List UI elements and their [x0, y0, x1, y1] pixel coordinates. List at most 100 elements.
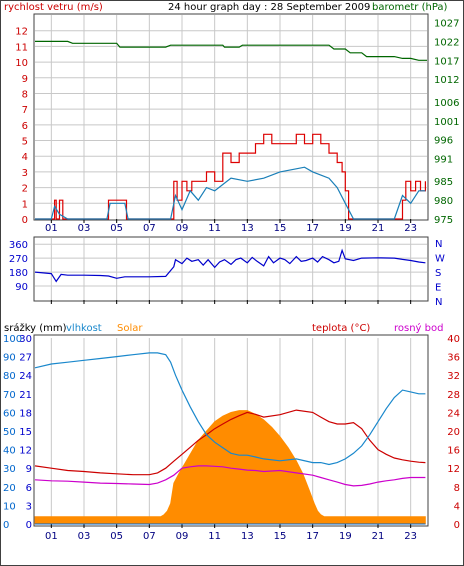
- thermo-panel-frame: [33, 334, 429, 527]
- thermo-x-tick-label: 01: [45, 531, 58, 542]
- thermo-x-tick-label: 03: [78, 531, 91, 542]
- wind-direction-line: [34, 248, 426, 283]
- wind-y-tick-label: 11: [15, 42, 28, 53]
- pressure-y-tick-label: 985: [434, 177, 453, 188]
- humidity-y-tick-label: 100: [3, 334, 22, 345]
- dir-y-tick-label: 180: [9, 268, 28, 279]
- solar-area: [34, 410, 426, 525]
- temperature-y-tick-label: 28: [447, 390, 460, 401]
- compass-label: N: [435, 297, 442, 308]
- rain-y-tick-label: 15: [19, 427, 32, 438]
- direction-panel-frame: [33, 236, 429, 302]
- legend-dew-point: rosný bod: [394, 322, 443, 334]
- humidity-y-tick-label: 40: [3, 446, 16, 457]
- compass-label: S: [435, 268, 441, 279]
- wind-speed-axis-title: rychlost vetru (m/s): [4, 2, 103, 13]
- chart-title: 24 hour graph day : 28 September 2009: [168, 2, 370, 13]
- thermo-x-tick-label: 19: [339, 531, 352, 542]
- thermo-x-tick-label: 15: [274, 531, 287, 542]
- dir-y-tick-label: 360: [9, 240, 28, 251]
- wind-x-tick-label: 11: [208, 223, 221, 234]
- thermo-hygro-panel: 0102030405060708090100036912151821242730…: [3, 334, 460, 542]
- dir-y-tick-label: 90: [15, 282, 28, 293]
- wind-x-tick-label: 23: [404, 223, 417, 234]
- thermo-x-tick-label: 09: [176, 531, 189, 542]
- rain-y-tick-label: 18: [19, 408, 32, 419]
- wind-y-tick-label: 1: [22, 199, 28, 210]
- wind-y-tick-label: 9: [22, 74, 28, 85]
- rain-y-tick-label: 6: [26, 483, 32, 494]
- temperature-y-tick-label: 4: [454, 501, 460, 512]
- wind-y-tick-label: 5: [22, 137, 28, 148]
- pressure-y-tick-label: 1012: [434, 75, 459, 86]
- humidity-y-tick-label: 90: [3, 353, 16, 364]
- wind-x-tick-label: 05: [110, 223, 123, 234]
- legend-humidity: vlhkost: [66, 323, 102, 334]
- humidity-y-tick-label: 20: [3, 483, 16, 494]
- rain-y-tick-label: 3: [26, 501, 32, 512]
- rain-y-tick-label: 27: [19, 353, 32, 364]
- compass-label: W: [435, 254, 445, 265]
- wind-x-tick-label: 19: [339, 223, 352, 234]
- pressure-y-tick-label: 991: [434, 155, 453, 166]
- wind-x-tick-label: 13: [241, 223, 254, 234]
- thermo-x-tick-label: 05: [110, 531, 123, 542]
- wind-x-tick-label: 15: [274, 223, 287, 234]
- temperature-y-tick-label: 20: [447, 427, 460, 438]
- wind-average-line: [35, 166, 426, 220]
- pressure-y-tick-label: 996: [434, 136, 453, 147]
- temperature-y-tick-label: 12: [447, 464, 460, 475]
- legend-solar: Solar: [117, 323, 143, 334]
- wind-speed-line: [35, 133, 426, 220]
- pressure-line: [35, 40, 427, 61]
- humidity-y-tick-label: 60: [3, 408, 16, 419]
- wind-x-tick-label: 01: [45, 223, 58, 234]
- rain-y-tick-label: 24: [19, 371, 32, 382]
- wind-y-tick-label: 2: [22, 184, 28, 195]
- thermo-x-tick-label: 11: [208, 531, 221, 542]
- wind-x-tick-label: 21: [372, 223, 385, 234]
- pressure-y-tick-label: 1001: [434, 117, 459, 128]
- temperature-y-tick-label: 16: [447, 446, 460, 457]
- compass-label: N: [435, 239, 442, 250]
- wind-y-tick-label: 12: [15, 27, 28, 38]
- dew-point-line: [34, 465, 426, 487]
- wind-x-tick-label: 09: [176, 223, 189, 234]
- thermo-x-tick-label: 23: [404, 531, 417, 542]
- legend-temperature: teplota (°C): [312, 323, 370, 334]
- pressure-y-tick-label: 1027: [434, 19, 459, 30]
- temperature-y-tick-label: 36: [447, 353, 460, 364]
- humidity-y-tick-label: 0: [3, 520, 9, 531]
- humidity-y-tick-label: 30: [3, 464, 16, 475]
- wind-x-tick-label: 07: [143, 223, 156, 234]
- wind-y-tick-label: 7: [22, 105, 28, 116]
- compass-label: E: [435, 283, 441, 294]
- wind-y-tick-label: 3: [22, 168, 28, 179]
- wind-y-tick-label: 4: [22, 152, 28, 163]
- temperature-y-tick-label: 0: [454, 520, 460, 531]
- temperature-y-tick-label: 24: [447, 408, 460, 419]
- humidity-y-tick-label: 80: [3, 371, 16, 382]
- temperature-y-tick-label: 40: [447, 334, 460, 345]
- rain-y-tick-label: 0: [26, 520, 32, 531]
- humidity-y-tick-label: 10: [3, 501, 16, 512]
- wind-y-tick-label: 6: [22, 121, 28, 132]
- thermo-x-tick-label: 13: [241, 531, 254, 542]
- temperature-y-tick-label: 8: [454, 483, 460, 494]
- humidity-y-tick-label: 70: [3, 390, 16, 401]
- wind-panel-frame: [33, 13, 429, 221]
- rain-y-tick-label: 21: [19, 390, 32, 401]
- wind-pressure-panel: 0123456789101112975980985991996100110061…: [15, 15, 459, 234]
- rain-y-tick-label: 30: [19, 334, 32, 345]
- humidity-y-tick-label: 50: [3, 427, 16, 438]
- pressure-y-tick-label: 1022: [434, 37, 459, 48]
- temperature-y-tick-label: 32: [447, 371, 460, 382]
- rain-y-tick-label: 12: [19, 446, 32, 457]
- thermo-x-tick-label: 21: [372, 531, 385, 542]
- pressure-y-tick-label: 975: [434, 215, 453, 226]
- wind-y-tick-label: 0: [22, 215, 28, 226]
- thermo-x-tick-label: 07: [143, 531, 156, 542]
- pressure-axis-title: barometr (hPa): [372, 2, 448, 13]
